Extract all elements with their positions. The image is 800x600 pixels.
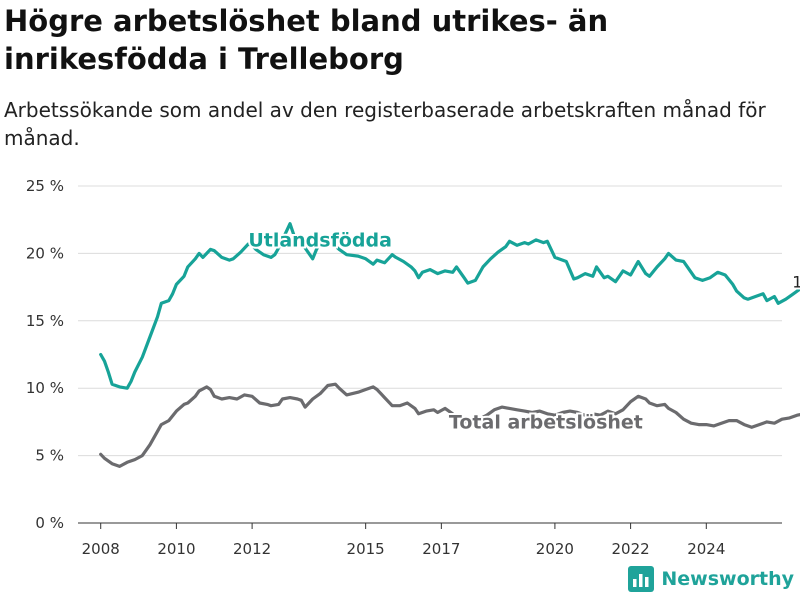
y-tick-label: 10 % xyxy=(26,379,64,397)
gridlines xyxy=(78,185,782,524)
x-tick-label: 2024 xyxy=(687,540,725,558)
x-tick-label: 2022 xyxy=(612,540,650,558)
y-tick-label: 0 % xyxy=(35,514,64,532)
y-tick-label: 15 % xyxy=(26,312,64,330)
chart-subtitle: Arbetssökande som andel av den registerb… xyxy=(4,98,766,150)
x-tick-label: 2012 xyxy=(233,540,271,558)
series-line-total xyxy=(99,382,800,468)
brand-logo: Newsworthy xyxy=(628,564,794,594)
y-tick-label: 20 % xyxy=(26,244,64,262)
series-lines xyxy=(99,222,800,468)
y-tick-label: 5 % xyxy=(35,447,64,465)
x-tick-label: 2020 xyxy=(536,540,574,558)
x-tick-label: 2010 xyxy=(157,540,195,558)
brand-name: Newsworthy xyxy=(661,568,794,590)
series-name-label-foreign: Utlandsfödda xyxy=(248,230,392,252)
x-tick-label: 2015 xyxy=(347,540,385,558)
y-tick-label: 25 % xyxy=(26,177,64,195)
x-axis: 2008 2010 2012 2015 2017 2020 2022 2024 xyxy=(82,523,725,558)
newsworthy-logo-icon xyxy=(628,566,655,592)
series-line-foreign xyxy=(99,222,800,390)
series-labels: 16,3 %Utlandsfödda7,9 %Total arbetslöshe… xyxy=(246,228,800,436)
chart-title: Högre arbetslöshet bland utrikes- än inr… xyxy=(4,4,609,76)
end-value-label-foreign: 16,3 % xyxy=(792,272,800,291)
series-name-label-total: Total arbetslöshet xyxy=(449,412,643,434)
y-axis: 0 % 5 % 10 % 15 % 20 % 25 % xyxy=(26,177,64,532)
x-tick-label: 2008 xyxy=(82,540,120,558)
x-tick-label: 2017 xyxy=(422,540,460,558)
